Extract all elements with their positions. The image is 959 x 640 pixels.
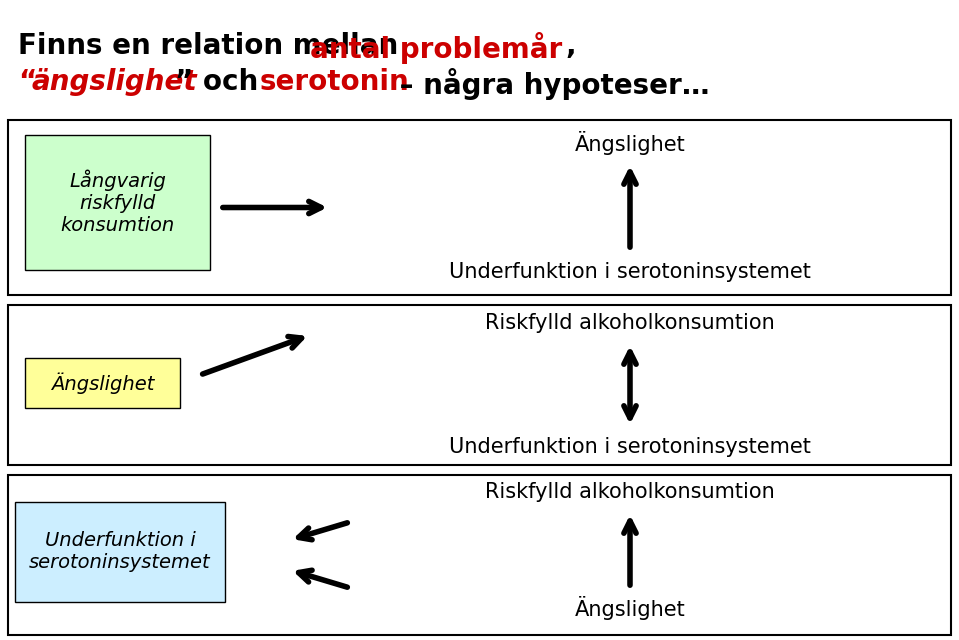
Text: Finns en relation mellan: Finns en relation mellan xyxy=(18,32,408,60)
Text: Underfunktion i serotoninsystemet: Underfunktion i serotoninsystemet xyxy=(449,437,811,457)
Text: antal problemår: antal problemår xyxy=(310,32,562,64)
Text: Ängslighet: Ängslighet xyxy=(574,131,686,155)
Bar xyxy=(15,502,225,602)
Text: ” och: ” och xyxy=(175,68,268,96)
Bar xyxy=(8,120,951,295)
Bar xyxy=(8,475,951,635)
Bar xyxy=(25,358,180,408)
Text: – några hypoteser…: – några hypoteser… xyxy=(390,68,710,100)
Text: Riskfylld alkoholkonsumtion: Riskfylld alkoholkonsumtion xyxy=(485,313,775,333)
Text: Ängslighet: Ängslighet xyxy=(574,596,686,620)
Bar xyxy=(8,305,951,465)
Text: “: “ xyxy=(18,68,36,96)
Bar xyxy=(25,135,210,270)
Text: Riskfylld alkoholkonsumtion: Riskfylld alkoholkonsumtion xyxy=(485,482,775,502)
Text: Långvarig
riskfylld
konsumtion: Långvarig riskfylld konsumtion xyxy=(60,170,175,236)
Text: ängslighet: ängslighet xyxy=(32,68,198,96)
Text: ,: , xyxy=(565,32,575,60)
Text: Ängslighet: Ängslighet xyxy=(51,372,154,394)
Text: Underfunktion i serotoninsystemet: Underfunktion i serotoninsystemet xyxy=(449,262,811,282)
Text: Underfunktion i
serotoninsystemet: Underfunktion i serotoninsystemet xyxy=(29,531,211,573)
Text: serotonin: serotonin xyxy=(260,68,409,96)
